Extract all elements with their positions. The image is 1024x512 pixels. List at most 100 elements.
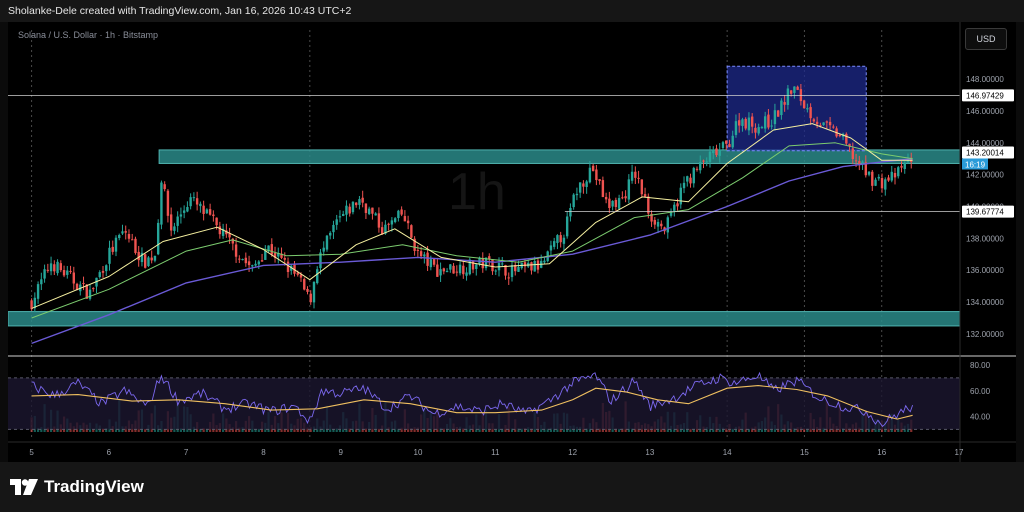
- candle-body: [390, 220, 394, 225]
- tradingview-logo[interactable]: TradingView: [10, 476, 144, 498]
- candle-body: [173, 226, 176, 231]
- candle-body: [371, 207, 374, 214]
- time-tick-label: 17: [955, 448, 964, 457]
- tradingview-logo-icon: [10, 479, 38, 495]
- volume-bar: [692, 428, 695, 432]
- volume-bar: [618, 428, 621, 432]
- ema-slow-line: [31, 158, 913, 345]
- tradingview-wordmark: TradingView: [44, 477, 144, 496]
- candle-body: [871, 171, 874, 186]
- candle-body: [101, 271, 105, 273]
- candle-body: [62, 270, 66, 276]
- price-tick-label: 132.00000: [966, 330, 1004, 339]
- candle-body: [802, 100, 806, 109]
- candle-body: [95, 277, 98, 287]
- price-tick-label: 142.00000: [966, 171, 1004, 180]
- candle-body: [286, 261, 290, 272]
- candle-body: [53, 264, 56, 272]
- candle-body: [452, 265, 455, 274]
- candle-body: [705, 161, 708, 163]
- candle-body: [228, 233, 231, 238]
- candle-body: [523, 262, 527, 267]
- volume-bar: [238, 427, 241, 432]
- candle-body: [449, 264, 452, 270]
- upper-zone: [158, 149, 961, 164]
- candle-body: [202, 205, 205, 214]
- candle-body: [410, 225, 413, 238]
- time-tick-label: 12: [568, 448, 577, 457]
- candle-body: [640, 179, 644, 195]
- candle-body: [221, 228, 225, 236]
- candle-body: [342, 213, 345, 216]
- candle-body: [397, 210, 400, 219]
- volume-bar: [747, 428, 751, 432]
- countdown-bg: [962, 158, 988, 170]
- rsi-tick-label: 40.00: [970, 413, 991, 422]
- volume-bar: [46, 427, 49, 432]
- candle-body: [530, 262, 533, 271]
- currency-button[interactable]: USD: [965, 28, 1007, 50]
- candle-body: [393, 218, 397, 222]
- volume-bar: [40, 427, 43, 432]
- candle-body: [247, 261, 251, 266]
- candle-body: [617, 198, 621, 209]
- volume-bar: [413, 427, 416, 432]
- candle-body: [30, 300, 33, 310]
- candle-body: [695, 168, 699, 170]
- candle-body: [666, 217, 669, 233]
- candle-body: [322, 247, 325, 252]
- ema-fast-line: [31, 123, 913, 309]
- candle-body: [595, 169, 598, 181]
- rsi-tick-label: 80.00: [970, 361, 991, 370]
- candle-body: [572, 194, 575, 208]
- candle-body: [728, 144, 731, 148]
- candle-body: [241, 258, 244, 261]
- volume-bar: [796, 427, 799, 432]
- candle-body: [484, 257, 488, 269]
- candle-body: [309, 293, 312, 303]
- candle-body: [455, 271, 459, 273]
- top-line-label-bg: [962, 89, 1014, 102]
- candle-body: [510, 265, 514, 278]
- candle-body: [630, 171, 634, 181]
- volume-bar: [101, 428, 105, 432]
- candle-body: [884, 179, 887, 190]
- candle-body: [624, 196, 627, 199]
- time-tick-label: 8: [261, 448, 266, 457]
- candle-body: [565, 216, 569, 237]
- candle-body: [750, 116, 754, 127]
- sr-zones: [8, 65, 961, 327]
- candle-body: [85, 284, 88, 299]
- price-chart[interactable]: 148.00000146.00000144.00000142.00000140.…: [8, 22, 1016, 462]
- candle-body: [854, 160, 858, 162]
- candle-body: [864, 162, 867, 176]
- candle-body: [69, 270, 72, 273]
- candle-body: [316, 269, 319, 284]
- volume-bar: [793, 427, 796, 432]
- candle-body: [387, 223, 390, 225]
- volume-bar: [179, 428, 183, 432]
- candle-body: [608, 198, 611, 208]
- candle-body: [186, 207, 189, 212]
- candle-body: [559, 235, 562, 243]
- current-price-label: 143.20014: [966, 148, 1004, 157]
- candle-body: [234, 244, 238, 257]
- candle-body: [715, 148, 718, 156]
- session-lines: [31, 30, 883, 440]
- time-tick-label: 13: [645, 448, 654, 457]
- chart-panel[interactable]: 1h 148.00000 146.00000 144.00000 142.00000 1…: [8, 22, 1016, 462]
- candle-body: [134, 238, 137, 253]
- candle-body: [757, 127, 760, 134]
- candle-body: [543, 260, 546, 263]
- volume-bar: [283, 428, 286, 432]
- price-tick-label: 138.00000: [966, 234, 1004, 243]
- volume-bar: [254, 428, 257, 432]
- volume-bar: [199, 428, 202, 432]
- candle-body: [66, 270, 69, 275]
- candle-body: [897, 167, 900, 177]
- candle-body: [776, 110, 780, 117]
- candle-body: [851, 148, 855, 159]
- rsi-pane: [8, 355, 1016, 430]
- countdown-label: 16:19: [965, 160, 986, 169]
- candle-body: [267, 245, 270, 252]
